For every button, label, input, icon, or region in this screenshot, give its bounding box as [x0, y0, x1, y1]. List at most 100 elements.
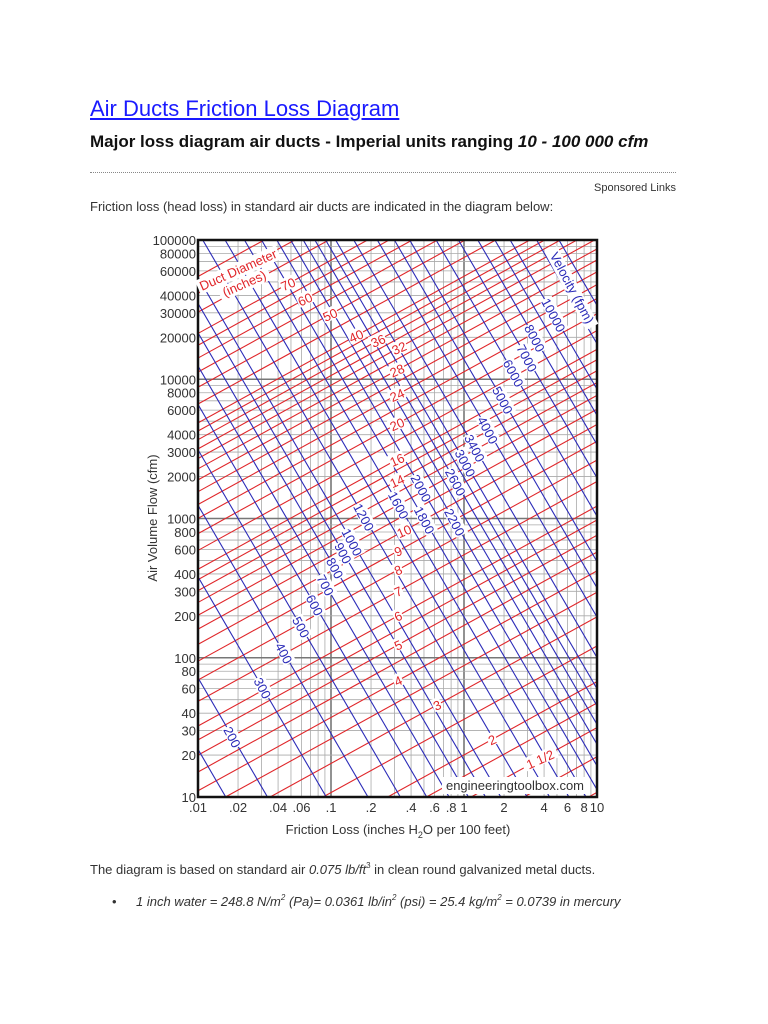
velocity-line [325, 240, 597, 707]
velocity-line [558, 240, 597, 306]
y-tick-label: 600 [174, 542, 196, 557]
diameter-label: 28 [386, 360, 407, 381]
diameter-label: 36 [367, 330, 388, 351]
y-tick-label: 10 [182, 790, 196, 805]
x-tick-label: 6 [564, 800, 571, 815]
y-tick-label: 60000 [160, 264, 196, 279]
y-tick-label: 300 [174, 584, 196, 599]
svg-text:28: 28 [388, 361, 407, 381]
page-title-link[interactable]: Air Ducts Friction Loss Diagram [90, 96, 400, 121]
diameter-line [198, 551, 597, 773]
x-tick-label: 4 [540, 800, 547, 815]
y-tick-label: 4000 [167, 428, 196, 443]
velocity-line [276, 240, 597, 790]
y-tick-label: 800 [174, 525, 196, 540]
diameter-line [198, 240, 496, 405]
diameter-line [198, 240, 265, 277]
svg-text:16: 16 [388, 450, 407, 470]
svg-text:50: 50 [321, 305, 340, 325]
diameter-line [198, 240, 438, 373]
diameter-label: 32 [388, 338, 409, 358]
watermark: engineeringtoolbox.com [442, 777, 588, 794]
svg-text:60: 60 [296, 290, 315, 310]
y-tick-label: 2000 [167, 470, 196, 485]
diameter-label: 60 [294, 289, 315, 310]
y-axis-label: Air Volume Flow (cfm) [145, 454, 160, 581]
y-tick-label: 80 [182, 664, 196, 679]
sponsored-links-label: Sponsored Links [594, 182, 676, 194]
y-tick-label: 8000 [167, 386, 196, 401]
diameter-label: 16 [386, 449, 407, 470]
intro-paragraph: Friction loss (head loss) in standard ai… [90, 199, 554, 214]
diameter-line [198, 240, 390, 346]
x-tick-label: .4 [406, 800, 417, 815]
page-subtitle: Major loss diagram air ducts - Imperial … [90, 131, 680, 152]
svg-text:36: 36 [369, 331, 388, 351]
x-tick-label: .02 [229, 800, 247, 815]
velocity-line [243, 240, 570, 797]
x-tick-label: 2 [500, 800, 507, 815]
x-tick-label: .1 [326, 800, 337, 815]
bullet-dot: • [112, 894, 117, 909]
diameter-line [198, 240, 531, 424]
y-tick-label: 30 [182, 724, 196, 739]
subtitle-text: Major loss diagram air ducts - Imperial … [90, 132, 518, 151]
diameter-label: 40 [345, 326, 366, 346]
svg-text:20: 20 [388, 415, 407, 435]
svg-text:40: 40 [347, 326, 366, 346]
y-tick-label: 400 [174, 567, 196, 582]
y-tick-label: 40 [182, 706, 196, 721]
svg-text:10: 10 [395, 522, 414, 542]
x-tick-label: .8 [446, 800, 457, 815]
y-tick-label: 6000 [167, 403, 196, 418]
x-tick-label: .04 [269, 800, 287, 815]
x-tick-label: .06 [292, 800, 310, 815]
x-tick-label: .01 [189, 800, 207, 815]
y-tick-label: 3000 [167, 445, 196, 460]
diameter-label: 50 [319, 304, 340, 325]
diagram-note: The diagram is based on standard air 0.0… [90, 861, 596, 878]
diameter-label: 20 [386, 414, 407, 435]
y-tick-label: 100 [174, 651, 196, 666]
svg-text:14: 14 [388, 472, 407, 492]
y-tick-label: 30000 [160, 306, 196, 321]
y-tick-label: 200 [174, 609, 196, 624]
y-tick-label: 100000 [153, 233, 196, 248]
y-tick-label: 20000 [160, 330, 196, 345]
svg-text:32: 32 [390, 338, 409, 358]
y-tick-label: 1000 [167, 512, 196, 527]
diameter-label: 10 [393, 521, 414, 542]
velocity-line [393, 240, 597, 589]
diameter-line [198, 519, 597, 741]
x-tick-label: .2 [366, 800, 377, 815]
diameter-label: 24 [386, 385, 407, 405]
divider [90, 172, 676, 173]
diameter-label: 70 [277, 274, 298, 295]
svg-text:24: 24 [388, 385, 407, 405]
diameter-line [198, 248, 597, 470]
y-tick-label: 10000 [160, 372, 196, 387]
y-tick-label: 40000 [160, 288, 196, 303]
conversion-text: 1 inch water = 248.8 N/m2 (Pa)= 0.0361 l… [136, 893, 621, 910]
diameter-line [198, 240, 545, 432]
diameter-line [322, 645, 597, 797]
y-tick-label: 60 [182, 682, 196, 697]
y-tick-label: 80000 [160, 246, 196, 261]
velocity-line [302, 240, 597, 745]
x-tick-label: 8 [580, 800, 587, 815]
x-tick-label: 1 [460, 800, 467, 815]
diameter-line [198, 408, 597, 630]
diameter-line [198, 240, 578, 450]
diameter-label: 14 [386, 471, 407, 492]
diameter-line [198, 359, 597, 581]
x-tick-label: 10 [590, 800, 604, 815]
y-tick-label: 20 [182, 748, 196, 763]
x-tick-label: .6 [429, 800, 440, 815]
x-axis-label: Friction Loss (inches H2O per 100 feet) [286, 822, 511, 840]
svg-text:engineeringtoolbox.com: engineeringtoolbox.com [446, 778, 584, 793]
svg-text:70: 70 [279, 275, 298, 295]
plot-frame [196, 238, 599, 799]
velocity-line [494, 240, 597, 416]
velocity-line [198, 749, 227, 797]
